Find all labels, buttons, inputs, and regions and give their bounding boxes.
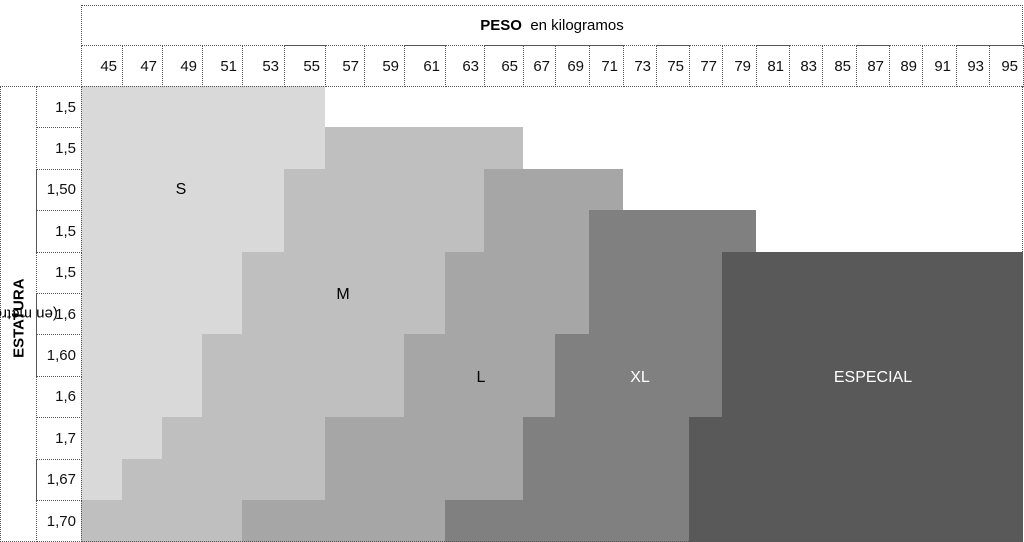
weight-cell: 61 <box>404 45 446 87</box>
weight-cell: 57 <box>325 45 365 87</box>
weight-cell: 63 <box>445 45 485 87</box>
height-cell: 1,60 <box>36 334 82 377</box>
size-region-E <box>722 293 1023 335</box>
size-region-M <box>242 293 445 335</box>
weight-cell: 87 <box>856 45 890 87</box>
height-cell: 1,5 <box>36 127 82 170</box>
size-region-XL <box>589 251 722 294</box>
size-region-M <box>325 127 523 170</box>
size-label-M: M <box>336 286 350 303</box>
size-region-M <box>242 251 445 294</box>
size-region-XL <box>445 500 689 542</box>
weight-cell: 49 <box>162 45 203 87</box>
height-cell: 1,5 <box>36 251 82 294</box>
height-cell: 1,6 <box>36 375 82 419</box>
size-region-M <box>162 417 325 460</box>
weight-cell: 45 <box>81 45 123 87</box>
size-region-XL <box>555 375 722 418</box>
size-region-E <box>722 251 1023 294</box>
size-region-S <box>81 210 284 253</box>
size-region-E <box>689 417 1023 460</box>
height-cell: 1,5 <box>36 210 82 253</box>
weight-cell: 95 <box>989 45 1024 87</box>
weight-cell: 65 <box>484 45 524 87</box>
weight-cell: 73 <box>623 45 657 87</box>
size-region-L <box>325 417 523 460</box>
size-region-L <box>325 458 523 501</box>
weight-cell: 53 <box>242 45 285 87</box>
size-region-E <box>689 500 1023 542</box>
weight-cell: 79 <box>722 45 757 87</box>
size-region-S <box>81 86 325 128</box>
weight-cell: 59 <box>364 45 405 87</box>
height-cell: 1,5 <box>36 86 82 129</box>
weight-cell: 55 <box>284 45 326 87</box>
size-region-M <box>81 500 242 542</box>
size-region-L <box>484 210 589 253</box>
weight-cell: 47 <box>122 45 163 87</box>
weight-cell: 75 <box>656 45 690 87</box>
size-region-M <box>202 334 404 377</box>
size-region-S <box>81 375 202 418</box>
weight-cell: 93 <box>956 45 990 87</box>
weight-cell: 77 <box>689 45 723 87</box>
size-region-M <box>284 210 484 253</box>
grid-border <box>81 86 1023 542</box>
size-label-S: S <box>175 181 187 198</box>
weight-cell: 69 <box>555 45 590 87</box>
size-region-L <box>242 500 445 542</box>
size-label-L: L <box>476 369 486 386</box>
size-label-E: ESPECIAL <box>833 369 913 386</box>
size-region-E <box>722 334 1023 377</box>
height-cell: 1,70 <box>36 500 82 542</box>
size-region-S <box>81 458 122 501</box>
weight-cell: 51 <box>202 45 243 87</box>
size-region-L <box>404 334 555 377</box>
size-region-XL <box>523 458 689 501</box>
height-cell: 1,7 <box>36 417 82 460</box>
size-region-S <box>81 293 242 335</box>
size-region-M <box>202 375 404 418</box>
weight-header: PESO en kilogramos <box>81 5 1023 46</box>
weight-cell: 89 <box>889 45 923 87</box>
weight-cell: 83 <box>789 45 823 87</box>
weight-cell: 71 <box>589 45 624 87</box>
size-region-XL <box>555 334 722 377</box>
size-region-M <box>284 168 484 211</box>
size-region-S <box>81 334 202 377</box>
size-region-XL <box>589 210 756 253</box>
size-region-L <box>445 251 589 294</box>
size-region-S <box>81 417 162 460</box>
size-region-L <box>404 375 555 418</box>
weight-cell: 85 <box>822 45 857 87</box>
size-region-L <box>445 293 589 335</box>
size-region-S <box>81 127 325 170</box>
height-cell: 1,67 <box>36 458 82 501</box>
weight-title-unit: en kilogramos <box>530 17 624 34</box>
size-region-XL <box>589 293 722 335</box>
size-region-M <box>122 458 325 501</box>
size-region-S <box>81 168 284 211</box>
height-header: ESTATURA (en metros) <box>0 86 57 542</box>
weight-title-bold: PESO <box>480 17 522 34</box>
weight-cell: 91 <box>922 45 957 87</box>
weight-cell: 67 <box>523 45 556 87</box>
size-region-XL <box>523 417 689 460</box>
size-region-S <box>81 251 242 294</box>
height-cell: 1,6 <box>36 293 82 336</box>
size-region-E <box>722 375 1023 418</box>
size-region-E <box>689 458 1023 501</box>
weight-cell: 81 <box>756 45 790 87</box>
size-region-L <box>484 168 623 211</box>
height-cell: 1,50 <box>36 168 82 212</box>
size-label-XL: XL <box>630 369 650 386</box>
